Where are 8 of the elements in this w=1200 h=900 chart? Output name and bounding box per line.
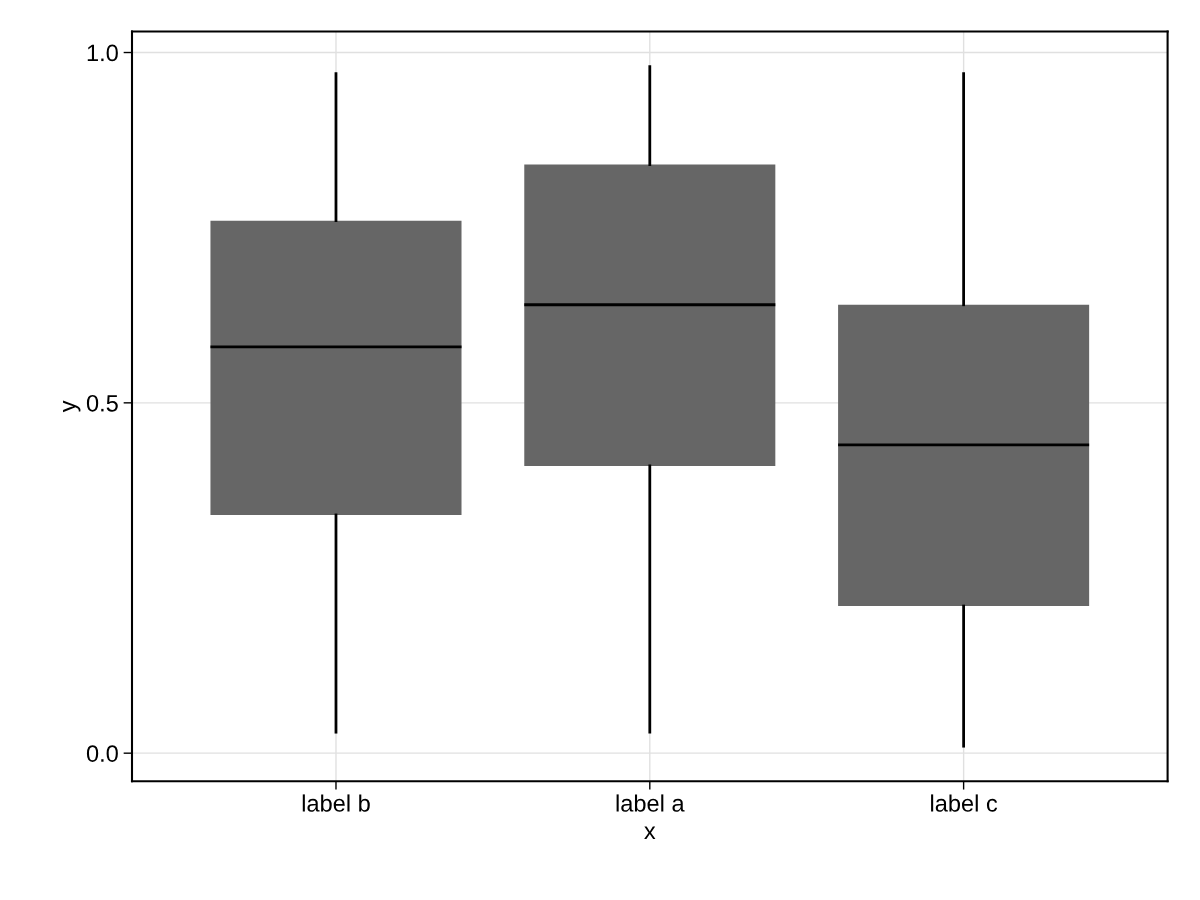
x-axis-title: x: [644, 826, 656, 840]
y-tick-label: 0.5: [86, 394, 118, 412]
x-tick-label: label b: [302, 794, 370, 812]
y-axis-title: y: [63, 400, 81, 413]
x-tick-label: label c: [931, 794, 998, 812]
x-tick-label: label a: [616, 794, 685, 812]
y-tick-label: 1.0: [87, 44, 118, 62]
y-tick-label: 0.0: [86, 745, 118, 762]
